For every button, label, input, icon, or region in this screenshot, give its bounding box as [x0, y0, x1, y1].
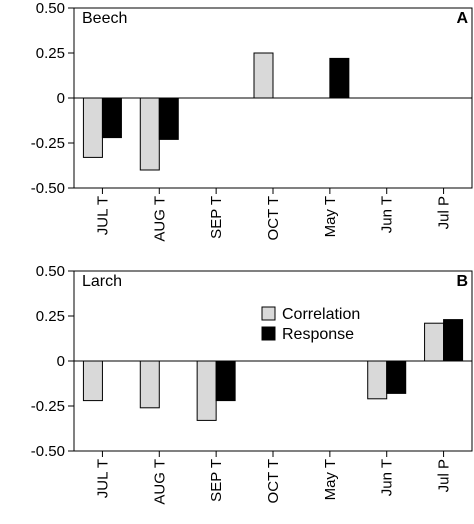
- bar-response-2: [158, 97, 179, 140]
- legend-swatch-correlation: [261, 306, 276, 321]
- x-tick-label: JUL T: [94, 196, 111, 235]
- y-tick-label: -0.25: [31, 398, 65, 415]
- bar-correlation-7: [424, 322, 445, 362]
- chart-panel-1: 0.50 0.25 0 -0.25 -0.50 JUL T AUG T SEP T OCT T M…: [31, 0, 473, 242]
- x-tick-label: Jul P: [436, 459, 453, 492]
- x-tick-label: JUL T: [94, 459, 111, 498]
- y-tick-label: 0.25: [36, 308, 65, 325]
- bar-correlation-6: [367, 360, 388, 400]
- bar-correlation-1: [82, 360, 103, 402]
- bar-response-3: [215, 360, 236, 402]
- x-tick-label: Jul P: [436, 196, 453, 229]
- legend: Correlation Response: [261, 306, 360, 343]
- y-tick-label: 0: [57, 353, 65, 370]
- panel-title: Beech: [82, 10, 127, 27]
- x-tick-label: May T: [322, 196, 339, 237]
- bar-correlation-3: [196, 360, 217, 421]
- x-tick-label: OCT T: [265, 459, 282, 503]
- y-tick-label: 0.50: [36, 263, 65, 280]
- bar-correlation-4: [253, 52, 274, 99]
- legend-label-correlation: Correlation: [282, 306, 360, 323]
- y-tick-label: 0: [57, 90, 65, 107]
- chart-panel-2: 0.50 0.25 0 -0.25 -0.50 JUL T AUG T SEP T OCT T M…: [31, 263, 473, 505]
- bar-response-7: [443, 319, 464, 362]
- x-tick-label: Jun T: [379, 196, 396, 233]
- y-tick-label: -0.50: [31, 180, 65, 197]
- x-tick-label: May T: [322, 459, 339, 500]
- x-tick-label: AUG T: [151, 196, 168, 242]
- y-tick-label: -0.25: [31, 135, 65, 152]
- x-tick-label: OCT T: [265, 196, 282, 240]
- bar-correlation-2: [139, 97, 160, 171]
- bar-correlation-2: [139, 360, 160, 409]
- bar-response-1: [101, 97, 122, 139]
- bar-correlation-1: [82, 97, 103, 158]
- panel-title: Larch: [82, 273, 122, 290]
- x-tick-label: SEP T: [208, 196, 225, 239]
- y-tick-label: 0.25: [36, 45, 65, 62]
- panel-letter: B: [456, 273, 468, 290]
- y-tick-label: -0.50: [31, 443, 65, 460]
- x-tick-label: AUG T: [151, 459, 168, 505]
- x-tick-label: Jun T: [379, 459, 396, 496]
- x-tick-label: SEP T: [208, 459, 225, 502]
- legend-swatch-response: [261, 326, 276, 341]
- bar-response-5: [329, 57, 350, 99]
- legend-label-response: Response: [282, 326, 354, 343]
- y-tick-label: 0.50: [36, 0, 65, 17]
- panel-letter: A: [456, 10, 468, 27]
- bar-response-6: [386, 360, 407, 394]
